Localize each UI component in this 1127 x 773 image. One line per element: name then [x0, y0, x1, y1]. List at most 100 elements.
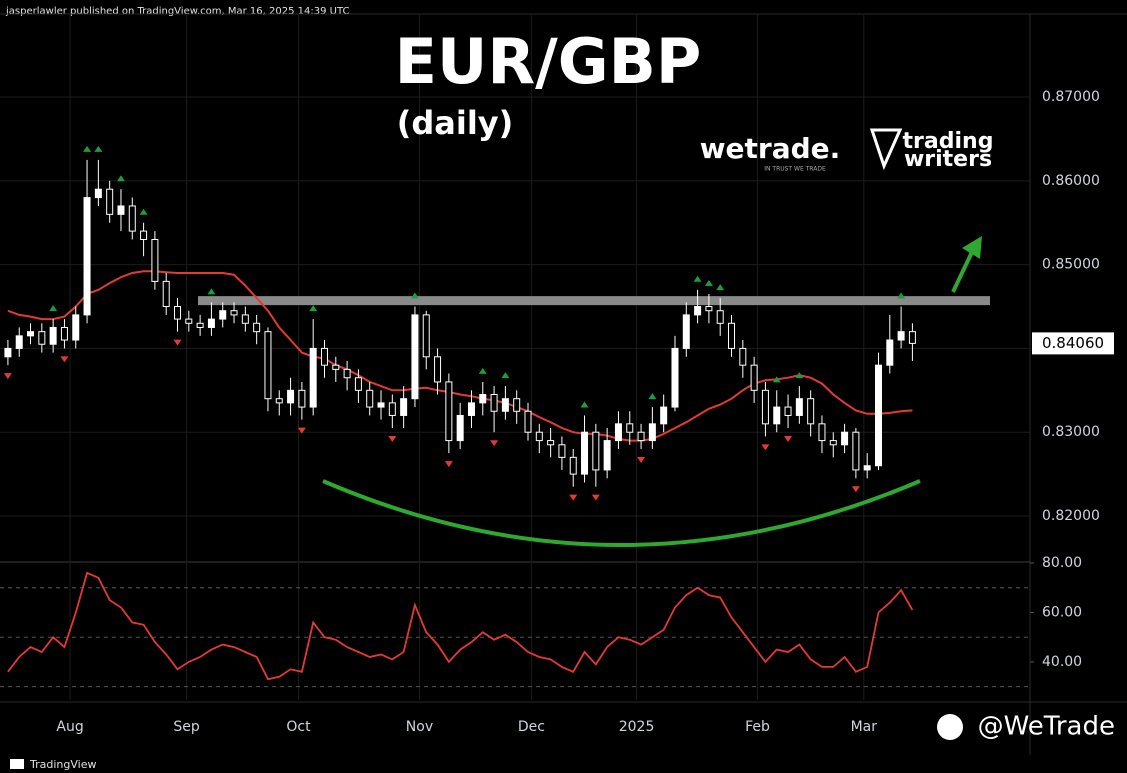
candle-body	[4, 347, 12, 358]
candle-body	[592, 431, 600, 471]
candle-body	[434, 356, 442, 383]
x-tick-label: 2025	[619, 719, 655, 735]
pivot-high	[772, 376, 781, 383]
pivot-low	[173, 339, 182, 346]
byline: jasperlawler published on TradingView.co…	[5, 6, 349, 17]
candle-body	[411, 314, 419, 400]
x-tick-label: Nov	[406, 719, 433, 735]
candle-body	[467, 402, 475, 416]
candle-body	[648, 423, 656, 442]
candle-body	[705, 306, 713, 312]
candle-body	[750, 364, 758, 391]
candle-body	[728, 322, 736, 349]
pivot-low	[490, 440, 499, 447]
pivot-high	[83, 145, 92, 152]
pivot-low	[3, 373, 12, 380]
y-tick-label: 60.00	[1042, 604, 1082, 620]
candle-body	[422, 314, 430, 358]
candle-body	[626, 423, 634, 433]
candle-body	[343, 368, 351, 379]
x-tick-label: Oct	[286, 719, 311, 735]
candle-body	[569, 456, 577, 475]
candle-body	[275, 398, 283, 404]
candle-body	[128, 205, 136, 232]
candle-body	[490, 394, 498, 412]
candle-body	[94, 188, 102, 199]
pivot-low	[569, 494, 578, 501]
candle-body	[253, 322, 261, 333]
pivot-high	[648, 393, 657, 400]
footer-handle: @WeTrade	[978, 712, 1115, 742]
candle-body	[320, 347, 328, 366]
logo-wetrade: wetrade.	[700, 132, 841, 165]
candle-body	[852, 431, 860, 471]
candle-body	[400, 398, 408, 416]
x-tick-label: Sep	[173, 719, 200, 735]
candle-body	[784, 406, 792, 416]
candle-body	[151, 238, 159, 282]
candle-body	[671, 347, 679, 408]
candle-body	[547, 440, 555, 446]
candle-body	[908, 331, 916, 344]
facebook-icon	[937, 714, 963, 740]
candle-body	[298, 389, 306, 408]
logo-icon	[869, 128, 903, 171]
chart-subtitle: (daily)	[397, 104, 514, 142]
candle-body	[185, 318, 193, 324]
candle-body	[739, 347, 747, 366]
candle-body	[603, 440, 611, 471]
candle-body	[83, 197, 91, 316]
y-tick-label: 0.82000	[1042, 508, 1100, 524]
y-tick-label: 0.83000	[1042, 424, 1100, 440]
candle-body	[897, 331, 905, 341]
candle-body	[807, 398, 815, 425]
candle-body	[581, 431, 589, 475]
candle-body	[829, 440, 837, 446]
candle-body	[694, 306, 702, 316]
moving-average	[7, 270, 913, 442]
logo-tagline: IN TRUST WE TRADE	[764, 166, 826, 173]
pivot-high	[580, 401, 589, 408]
candle-body	[818, 423, 826, 442]
pivot-high	[478, 367, 487, 374]
x-tick-label: Dec	[518, 719, 545, 735]
pivot-low	[761, 444, 770, 451]
y-tick-label: 0.85000	[1042, 257, 1100, 273]
breakout-arrow	[951, 251, 974, 293]
pivot-high	[795, 372, 804, 379]
candle-body	[716, 310, 724, 324]
candle-body	[773, 406, 781, 425]
candle-body	[287, 389, 295, 404]
candle-body	[501, 398, 509, 412]
pivot-high	[693, 275, 702, 282]
candle-body	[445, 381, 453, 442]
chart-title: EUR/GBP	[395, 25, 702, 98]
candle-body	[558, 444, 566, 458]
candle-body	[660, 406, 668, 425]
candle-body	[38, 331, 46, 345]
logo-trading: trading	[903, 129, 994, 154]
candle-body	[841, 431, 849, 446]
candle-body	[15, 335, 23, 349]
pivot-low	[60, 356, 69, 363]
footer-brand: TradingView	[29, 758, 96, 771]
candle-body	[795, 398, 803, 416]
pivot-high	[94, 145, 103, 152]
x-tick-label: Aug	[56, 719, 83, 735]
candle-body	[60, 326, 68, 341]
candle-body	[140, 230, 148, 240]
candle-body	[863, 465, 871, 471]
candle-body	[196, 322, 204, 328]
y-tick-label: 40.00	[1042, 654, 1082, 670]
pivot-low	[851, 486, 860, 493]
candle-body	[219, 310, 227, 320]
candle-body	[174, 306, 182, 320]
candle-body	[377, 402, 385, 408]
candle-body	[162, 280, 170, 308]
pivot-high	[116, 175, 125, 182]
candle-body	[241, 314, 249, 324]
candle-body	[27, 331, 35, 337]
y-tick-label: 0.86000	[1042, 173, 1100, 189]
candle-body	[524, 410, 532, 433]
